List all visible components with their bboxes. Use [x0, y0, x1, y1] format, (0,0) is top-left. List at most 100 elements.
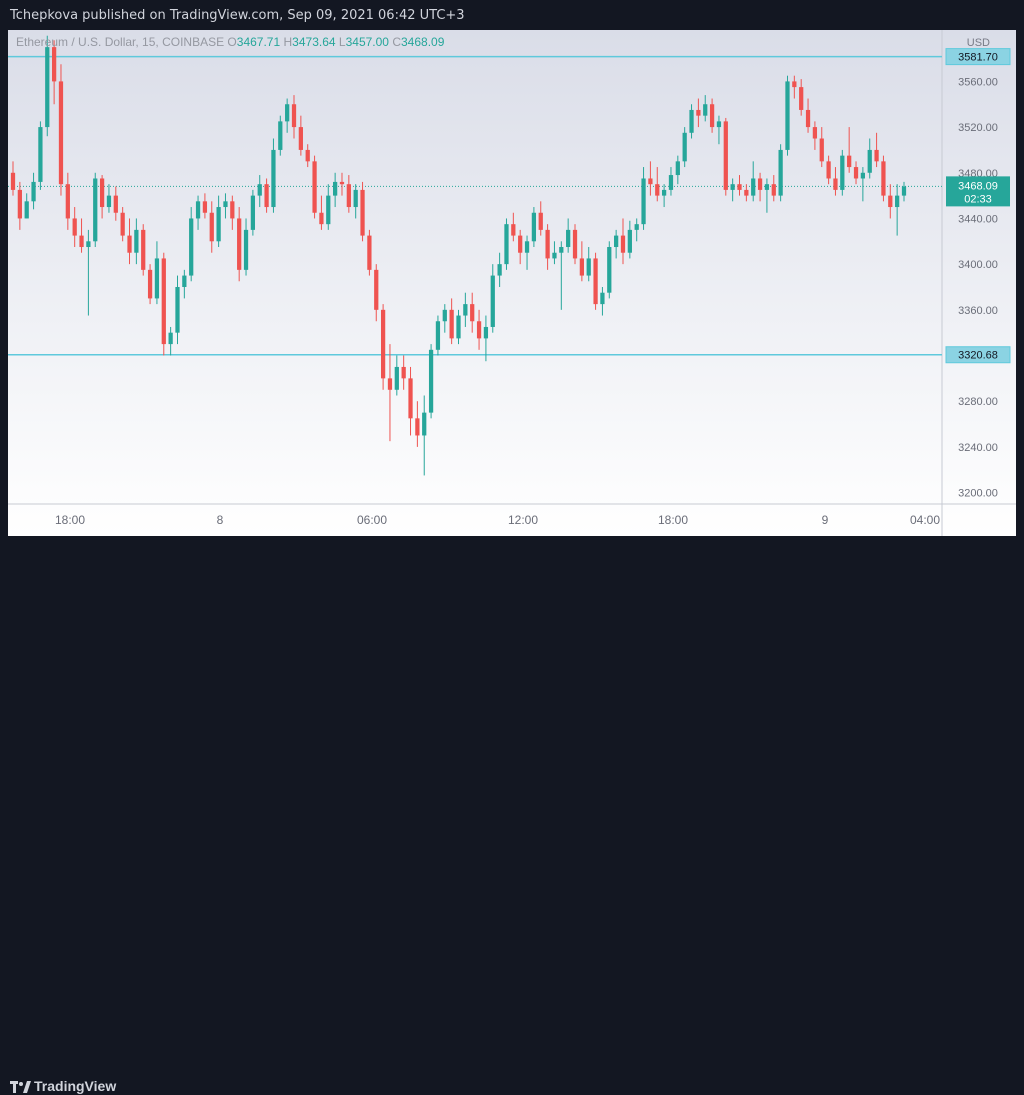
symbol-title: Ethereum / U.S. Dollar, 15, COINBASE: [16, 35, 225, 49]
candle-63: [442, 304, 447, 333]
level-badge-0: 3581.70: [945, 48, 1011, 66]
x-tick-label-5: 9: [822, 513, 829, 527]
close-label: C: [392, 35, 401, 49]
candle-43: [305, 144, 310, 168]
candle-112: [778, 144, 783, 202]
candle-35: [250, 189, 256, 236]
candle-42: [298, 115, 303, 156]
candle-24: [175, 275, 180, 345]
candle-52: [367, 229, 372, 276]
candle-32: [230, 195, 235, 230]
candle-91: [634, 218, 639, 242]
candle-120: [833, 167, 838, 196]
candle-76: [531, 207, 537, 248]
candle-86: [600, 286, 605, 316]
y-tick-label-2: 3280.00: [958, 396, 998, 408]
candle-126: [874, 132, 879, 168]
candle-59: [415, 401, 420, 447]
candle-95: [661, 184, 667, 208]
candle-21: [154, 241, 160, 305]
footer: TradingView: [0, 536, 1024, 1094]
level-badge-1: 3320.68: [945, 346, 1011, 364]
candle-7: [58, 64, 64, 196]
candle-79: [552, 241, 557, 265]
y-tick-label-9: 3560.00: [958, 76, 998, 88]
candle-10: [79, 218, 84, 253]
x-tick-label-1: 8: [217, 513, 224, 527]
candle-9: [72, 207, 77, 248]
candle-113: [785, 75, 790, 156]
candle-13: [99, 175, 105, 219]
candle-18: [134, 218, 139, 265]
low-value: 3457.00: [345, 35, 389, 49]
candle-127: [881, 155, 886, 202]
candle-47: [333, 172, 338, 208]
svg-text:3320.68: 3320.68: [958, 350, 998, 362]
candle-6: [51, 40, 57, 105]
x-tick-label-3: 12:00: [508, 513, 538, 527]
candle-108: [751, 161, 756, 202]
candle-3: [31, 172, 36, 210]
candle-33: [237, 207, 242, 282]
candle-110: [764, 178, 770, 213]
candle-82: [572, 224, 578, 265]
x-tick-label-0: 18:00: [55, 513, 85, 527]
candle-44: [312, 155, 317, 219]
candle-51: [360, 181, 365, 242]
candle-118: [819, 127, 824, 168]
plot-background: [8, 30, 1016, 536]
candle-28: [202, 193, 208, 219]
candle-103: [716, 115, 722, 145]
candle-50: [353, 184, 358, 219]
publish-info: Tchepkova published on TradingView.com, …: [10, 8, 465, 23]
candle-100: [696, 98, 701, 128]
candle-11: [86, 229, 91, 316]
last-price-value: 3468.09: [958, 180, 998, 192]
open-label: O: [227, 35, 237, 49]
candle-71: [497, 252, 502, 287]
candle-66: [463, 292, 468, 327]
candle-101: [703, 95, 708, 122]
tradingview-brand: TradingView: [34, 1078, 117, 1094]
candle-5: [45, 35, 50, 137]
candle-14: [106, 184, 112, 213]
y-tick-label-0: 3200.00: [958, 488, 998, 500]
high-value: 3473.64: [292, 35, 336, 49]
candle-48: [339, 172, 345, 196]
candle-16: [120, 207, 125, 242]
candle-38: [271, 138, 276, 213]
candle-61: [428, 344, 434, 419]
high-label: H: [283, 35, 293, 49]
candle-0: [10, 161, 16, 196]
candle-115: [799, 79, 804, 116]
candle-70: [490, 264, 495, 333]
candle-67: [470, 292, 475, 333]
candle-72: [504, 218, 509, 270]
candle-99: [689, 104, 694, 139]
open-value: 3467.71: [236, 35, 281, 49]
candle-8: [65, 172, 70, 230]
candle-119: [826, 155, 831, 185]
chart-area[interactable]: 3200.003240.003280.003320.003360.003400.…: [8, 30, 1016, 536]
candles: [10, 35, 907, 476]
x-tick-label-4: 18:00: [658, 513, 688, 527]
candlestick-chart[interactable]: 3200.003240.003280.003320.003360.003400.…: [8, 30, 1016, 536]
candle-77: [538, 201, 543, 236]
candle-123: [853, 161, 859, 185]
candle-58: [408, 366, 413, 436]
candle-65: [456, 309, 461, 345]
candle-45: [319, 195, 324, 230]
candle-88: [614, 229, 619, 259]
candle-84: [586, 247, 591, 282]
candle-94: [655, 167, 660, 202]
candle-92: [641, 167, 646, 230]
candle-37: [264, 178, 269, 213]
candle-109: [757, 172, 763, 202]
low-label: L: [338, 35, 346, 49]
candle-87: [607, 241, 612, 299]
candle-46: [326, 184, 331, 230]
candle-90: [627, 220, 632, 259]
candle-54: [380, 304, 386, 390]
